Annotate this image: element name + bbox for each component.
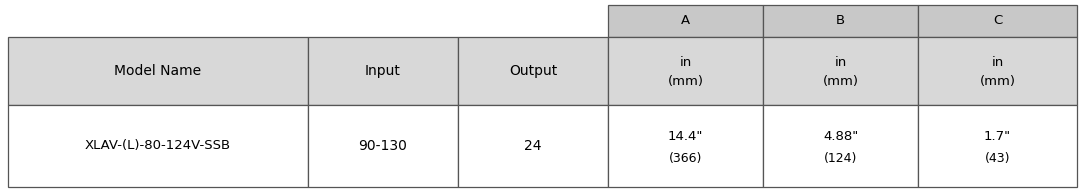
Text: 4.88": 4.88": [822, 130, 858, 143]
Text: (366): (366): [668, 152, 702, 165]
Text: Output: Output: [509, 64, 557, 78]
Text: XLAV-(L)-80-124V-SSB: XLAV-(L)-80-124V-SSB: [85, 139, 231, 152]
Text: (124): (124): [824, 152, 857, 165]
Bar: [8, 105, 308, 187]
Bar: [608, 5, 763, 37]
Bar: [763, 5, 918, 37]
Text: 90-130: 90-130: [358, 139, 408, 153]
Text: 14.4": 14.4": [667, 130, 703, 143]
Bar: [458, 37, 608, 105]
Bar: [308, 105, 458, 187]
Bar: [918, 37, 1077, 105]
Text: in: in: [679, 56, 691, 69]
Text: 1.7": 1.7": [984, 130, 1011, 143]
Text: C: C: [993, 14, 1003, 27]
Text: (43): (43): [985, 152, 1010, 165]
Bar: [918, 105, 1077, 187]
Bar: [763, 37, 918, 105]
Text: Model Name: Model Name: [114, 64, 202, 78]
Text: A: A: [681, 14, 690, 27]
Text: in: in: [834, 56, 846, 69]
Text: Input: Input: [365, 64, 401, 78]
Bar: [608, 37, 763, 105]
Bar: [763, 105, 918, 187]
Text: B: B: [835, 14, 845, 27]
Text: (mm): (mm): [667, 75, 703, 88]
Bar: [608, 105, 763, 187]
Text: (mm): (mm): [980, 75, 1016, 88]
Bar: [8, 37, 308, 105]
Text: (mm): (mm): [822, 75, 858, 88]
Bar: [918, 5, 1077, 37]
Text: 24: 24: [524, 139, 541, 153]
Bar: [458, 105, 608, 187]
Bar: [308, 37, 458, 105]
Text: in: in: [992, 56, 1004, 69]
